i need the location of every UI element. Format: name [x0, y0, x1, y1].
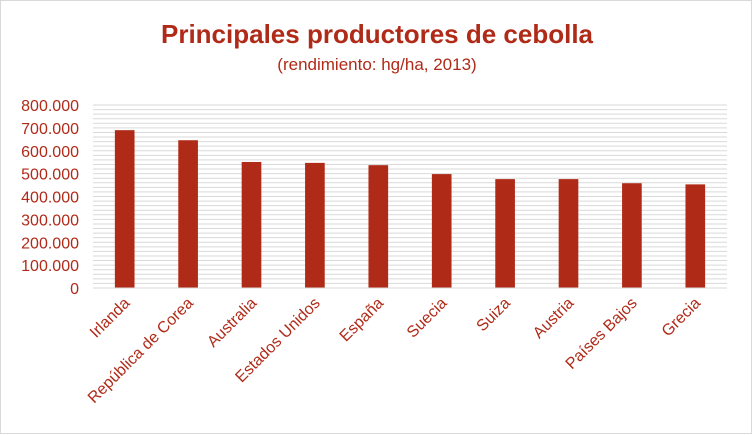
bar — [178, 140, 198, 288]
x-tick-label: Suiza — [474, 295, 514, 335]
chart-title: Principales productores de cebolla — [160, 19, 594, 49]
bar — [558, 179, 579, 288]
y-tick-label: 300.000 — [21, 212, 79, 229]
chart-subtitle: (rendimiento: hg/ha, 2013) — [277, 55, 477, 74]
x-tick-label: España — [337, 295, 387, 345]
bar — [622, 183, 642, 288]
x-tick-label: Australia — [204, 295, 260, 351]
bars — [114, 130, 706, 288]
bar — [368, 165, 389, 288]
x-tick-label: República de Corea — [85, 295, 197, 407]
bar — [685, 184, 706, 288]
bar — [114, 130, 135, 288]
y-axis-ticks: 0 100.000 200.000 300.000 400.000 500.000 600.… — [21, 98, 79, 298]
bar — [495, 179, 515, 288]
y-tick-label: 200.000 — [21, 235, 79, 252]
grid-lines — [93, 104, 727, 284]
y-tick-label: 600.000 — [21, 144, 79, 161]
bar — [305, 162, 325, 288]
y-tick-label: 100.000 — [21, 258, 79, 275]
x-tick-label: Austria — [530, 295, 577, 342]
y-tick-label: 0 — [70, 281, 79, 298]
y-tick-label: 500.000 — [21, 167, 79, 184]
x-tick-label: Grecia — [659, 295, 704, 340]
bar — [241, 161, 262, 288]
y-tick-label: 400.000 — [21, 190, 79, 207]
x-tick-label: Suecia — [404, 295, 451, 342]
y-tick-label: 800.000 — [21, 98, 79, 115]
y-tick-label: 700.000 — [21, 121, 79, 138]
bar — [431, 174, 452, 288]
x-tick-label: Irlanda — [87, 295, 134, 342]
